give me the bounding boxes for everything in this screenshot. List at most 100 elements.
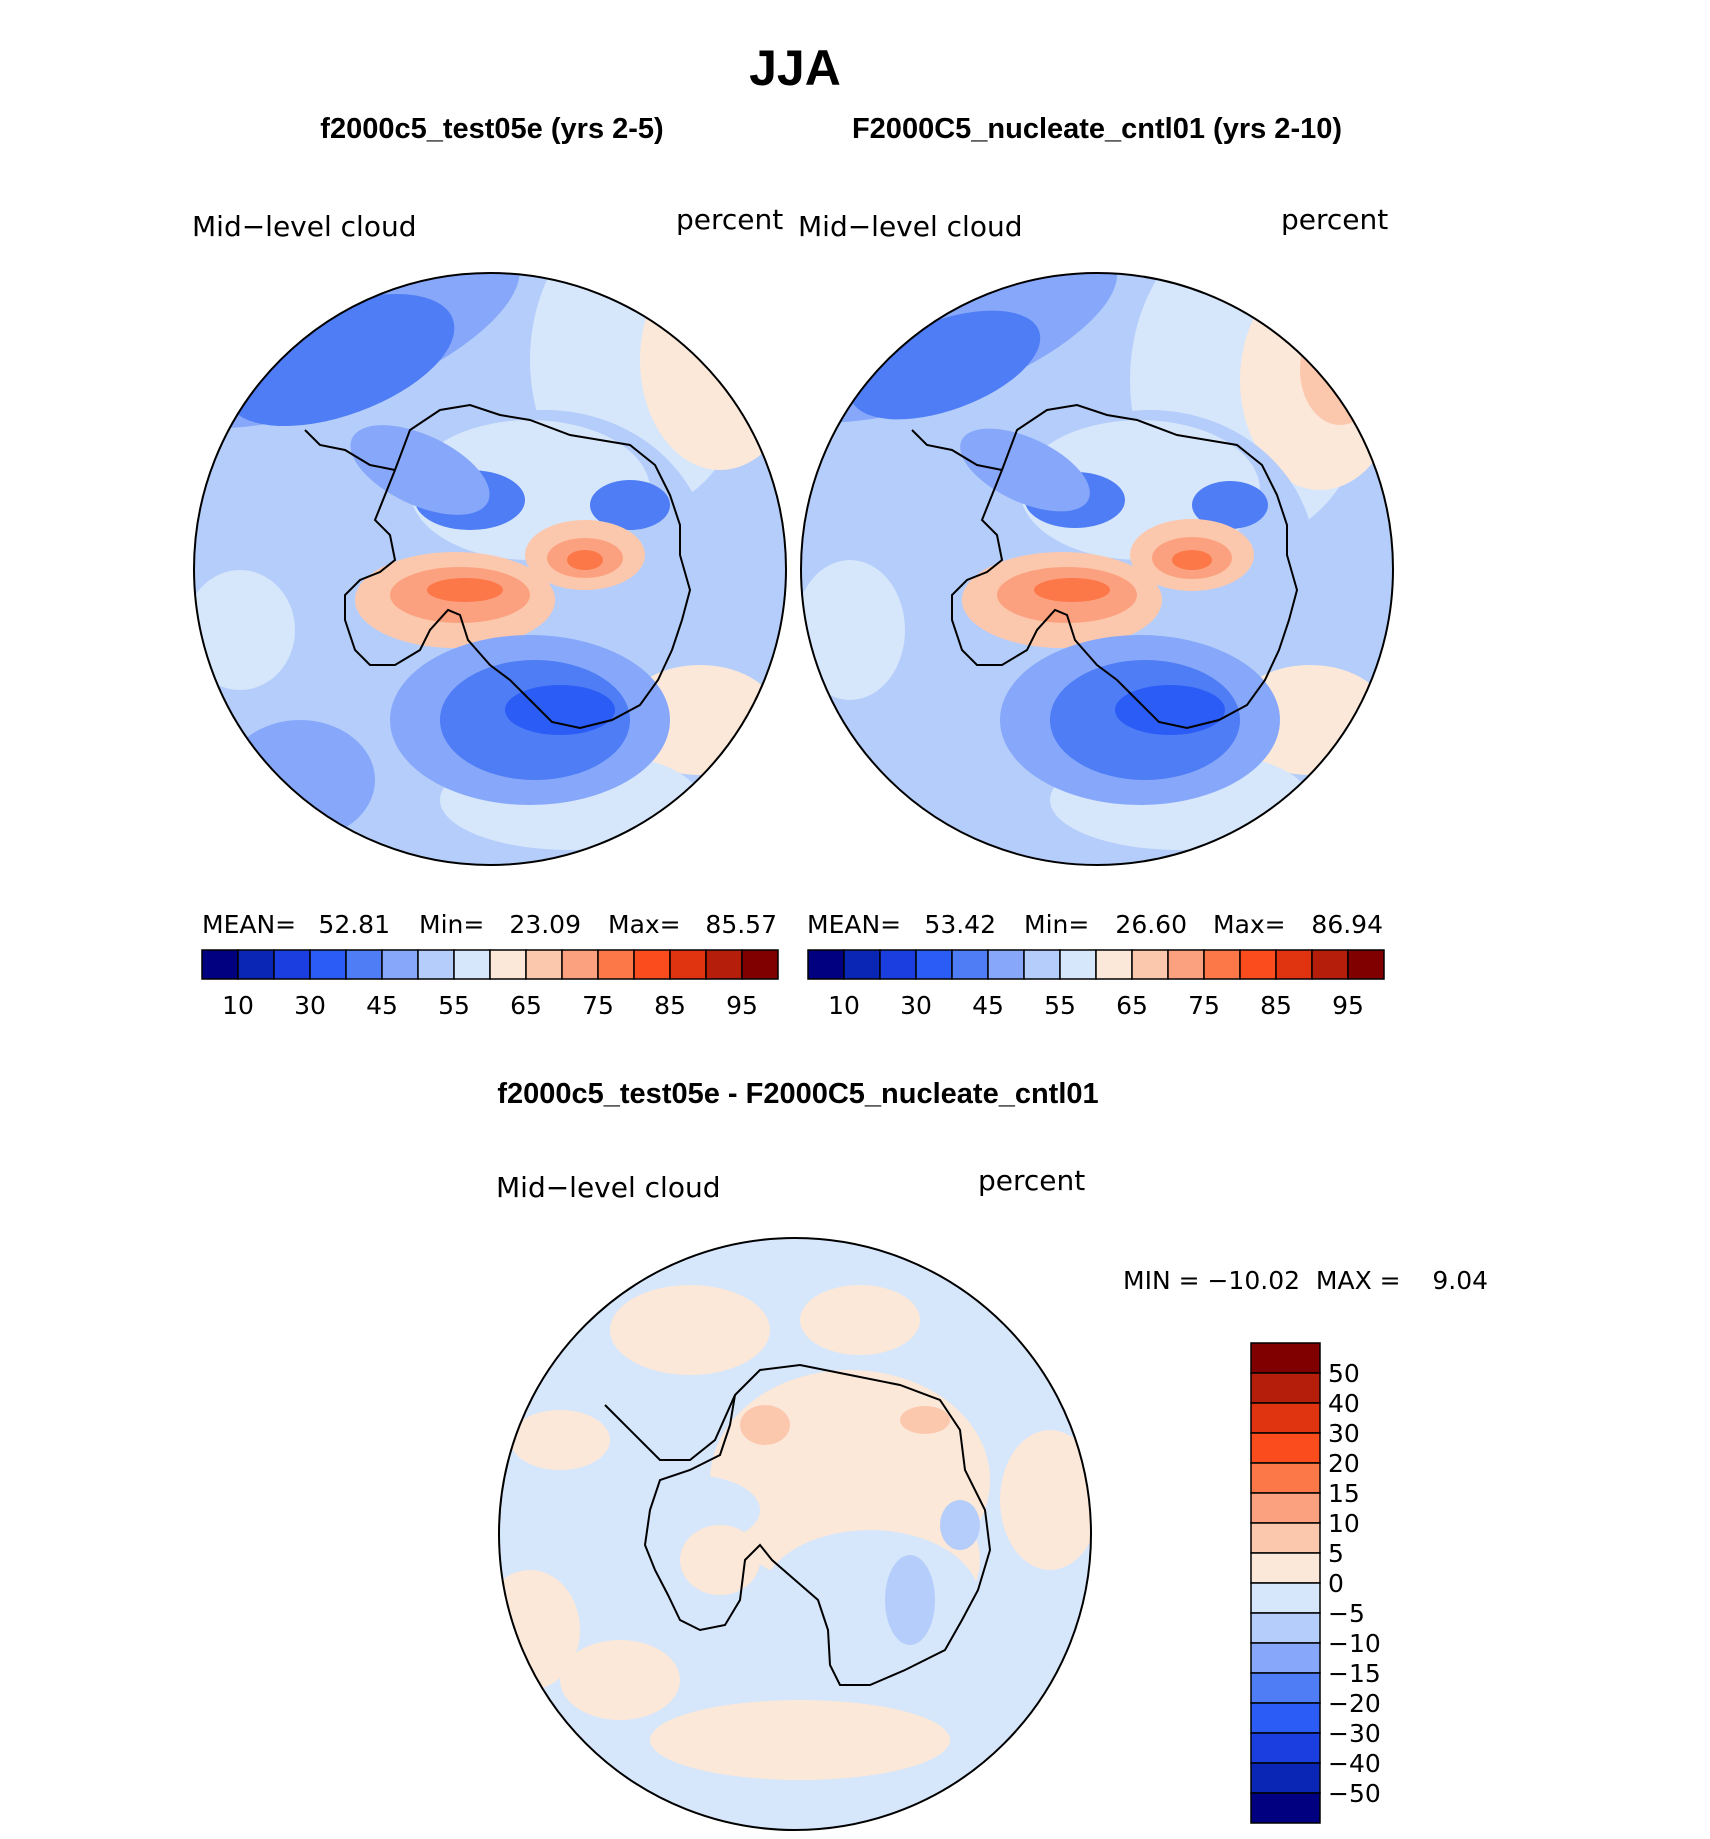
- panel-a-mean-label: MEAN=: [202, 910, 296, 939]
- panel-c-stats: MIN = −10.02 MAX = 9.04: [1123, 1266, 1488, 1295]
- panel-c-colorbar-box: [1250, 1462, 1321, 1494]
- panel-a-colorbar: [201, 949, 779, 980]
- panel-a-mean-value: 52.81: [318, 910, 390, 939]
- panel-a-colorbar-box: [525, 949, 563, 980]
- panel-a-max-value: 85.57: [705, 910, 777, 939]
- panel-c-colorbar-label: 20: [1328, 1449, 1360, 1478]
- panel-c-colorbar-label: 5: [1328, 1539, 1344, 1568]
- panel-b-colorbar-box: [987, 949, 1025, 980]
- panel-b-colorbar-box: [951, 949, 989, 980]
- panel-b-colorbar-box: [1095, 949, 1133, 980]
- panel-a-map: [193, 272, 787, 866]
- panel-a-colorbar-ticks: 10 30 45 55 65 75 85 95: [222, 991, 758, 1020]
- panel-a-colorbar-box: [237, 949, 275, 980]
- panel-c-colorbar-label: −5: [1328, 1599, 1365, 1628]
- panel-a-variable: Mid−level cloud: [192, 210, 416, 243]
- panel-c-colorbar-label: 0: [1328, 1569, 1344, 1598]
- panel-b-colorbar-box: [1275, 949, 1313, 980]
- panel-a-colorbar-label: 45: [366, 991, 398, 1020]
- panel-a-min-label: Min=: [419, 910, 484, 939]
- panel-a-colorbar-box: [417, 949, 455, 980]
- panel-a-colorbar-box: [309, 949, 347, 980]
- panel-c-colorbar-label: 30: [1328, 1419, 1360, 1448]
- panel-c-colorbar-box: [1250, 1492, 1321, 1524]
- panel-b-mean-label: MEAN=: [807, 910, 901, 939]
- panel-a-colorbar-box: [705, 949, 743, 980]
- panel-c-colorbar-label: 40: [1328, 1389, 1360, 1418]
- panel-c-colorbar-label: 10: [1328, 1509, 1360, 1538]
- panel-a-colorbar-box: [273, 949, 311, 980]
- panel-c-colorbar-label: −40: [1328, 1749, 1381, 1778]
- panel-b-colorbar-label: 30: [900, 991, 932, 1020]
- panel-b-units: percent: [1281, 203, 1388, 236]
- panel-a-colorbar-box: [741, 949, 779, 980]
- panel-c-colorbar-box: [1250, 1522, 1321, 1554]
- panel-c-colorbar-box: [1250, 1672, 1321, 1704]
- panel-a-colorbar-label: 55: [438, 991, 470, 1020]
- panel-c-colorbar-label: 15: [1328, 1479, 1360, 1508]
- panel-b-colorbar: [807, 949, 1385, 980]
- panel-b-colorbar-box: [1311, 949, 1349, 980]
- panel-c-colorbar-label: 50: [1328, 1359, 1360, 1388]
- panel-c-colorbar-box: [1250, 1612, 1321, 1644]
- panel-a-colorbar-label: 95: [726, 991, 758, 1020]
- panel-b-map: [800, 272, 1394, 866]
- panel-a-colorbar-label: 10: [222, 991, 254, 1020]
- panel-c-colorbar-label: −15: [1328, 1659, 1381, 1688]
- panel-b-max-value: 86.94: [1311, 910, 1383, 939]
- panel-b-colorbar-box: [807, 949, 845, 980]
- panel-b-colorbar-box: [1059, 949, 1097, 980]
- panel-b-colorbar-label: 65: [1116, 991, 1148, 1020]
- panel-b-colorbar-box: [1131, 949, 1169, 980]
- panel-a-min-value: 23.09: [509, 910, 581, 939]
- panel-c-colorbar-label: −50: [1328, 1779, 1381, 1808]
- panel-a-colorbar-box: [201, 949, 239, 980]
- panel-b-max-label: Max=: [1213, 910, 1286, 939]
- panel-b-colorbar-box: [1023, 949, 1061, 980]
- panel-c-colorbar-box: [1250, 1762, 1321, 1794]
- panel-c-map: [498, 1237, 1092, 1831]
- panel-a-colorbar-box: [669, 949, 707, 980]
- panel-b-variable: Mid−level cloud: [798, 210, 1022, 243]
- panel-a-colorbar-label: 75: [582, 991, 614, 1020]
- panel-a-colorbar-box: [453, 949, 491, 980]
- panel-b-min-label: Min=: [1024, 910, 1089, 939]
- panel-b-colorbar-label: 95: [1332, 991, 1364, 1020]
- panel-c-colorbar-box: [1250, 1432, 1321, 1464]
- panel-a-max-label: Max=: [608, 910, 681, 939]
- panel-c-colorbar-box: [1250, 1372, 1321, 1404]
- panel-c-units: percent: [978, 1164, 1085, 1197]
- panel-b-mean-value: 53.42: [924, 910, 996, 939]
- panel-a-colorbar-box: [381, 949, 419, 980]
- panel-b-title: F2000C5_nucleate_cntl01 (yrs 2-10): [852, 113, 1342, 145]
- panel-c-colorbar-label: −30: [1328, 1719, 1381, 1748]
- panel-a-units: percent: [676, 203, 783, 236]
- panel-b-colorbar-label: 10: [828, 991, 860, 1020]
- panel-c-colorbar-box: [1250, 1582, 1321, 1614]
- panel-c-colorbar: [1250, 1342, 1321, 1824]
- panel-c-colorbar-label: −10: [1328, 1629, 1381, 1658]
- panel-a-colorbar-box: [561, 949, 599, 980]
- main-title: JJA: [749, 40, 841, 96]
- panel-b-colorbar-box: [843, 949, 881, 980]
- panel-b-colorbar-box: [879, 949, 917, 980]
- panel-c-colorbar-box: [1250, 1402, 1321, 1434]
- panel-b-colorbar-box: [1347, 949, 1385, 980]
- panel-c-colorbar-box: [1250, 1552, 1321, 1584]
- panel-c-colorbar-box: [1250, 1702, 1321, 1734]
- panel-a-colorbar-box: [489, 949, 527, 980]
- panel-a-colorbar-box: [633, 949, 671, 980]
- panel-b-colorbar-label: 85: [1260, 991, 1292, 1020]
- panel-a-title: f2000c5_test05e (yrs 2-5): [320, 113, 663, 145]
- panel-c-title: f2000c5_test05e - F2000C5_nucleate_cntl0…: [497, 1078, 1098, 1110]
- panel-b-colorbar-box: [1239, 949, 1277, 980]
- panel-c-colorbar-box: [1250, 1342, 1321, 1374]
- panel-b-colorbar-label: 45: [972, 991, 1004, 1020]
- panel-b-colorbar-box: [1167, 949, 1205, 980]
- panel-a-colorbar-label: 30: [294, 991, 326, 1020]
- panel-b-min-value: 26.60: [1115, 910, 1187, 939]
- panel-b-colorbar-box: [915, 949, 953, 980]
- panel-a-colorbar-label: 65: [510, 991, 542, 1020]
